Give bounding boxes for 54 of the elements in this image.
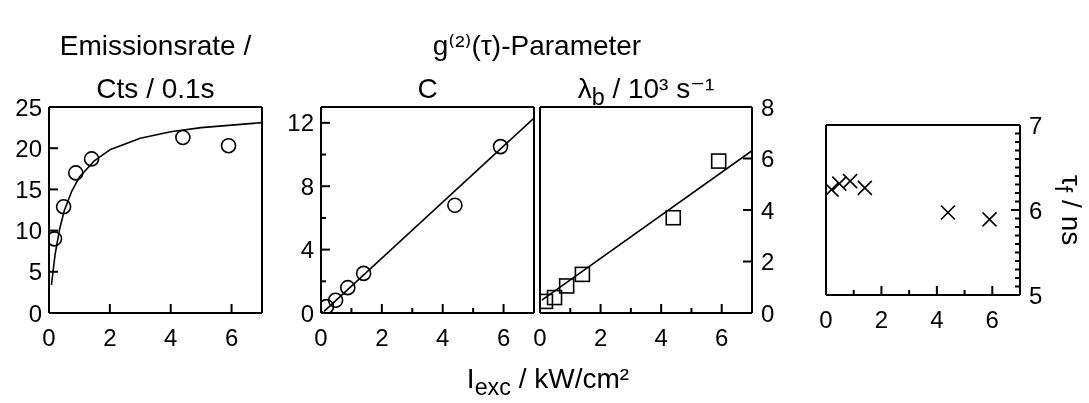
x-tick-label: 2 (375, 323, 389, 351)
point (857, 180, 873, 196)
y2-tick-label: 6 (1029, 196, 1043, 224)
y-tick-label: 15 (15, 175, 42, 203)
point (710, 153, 727, 169)
chart-title: Emissionsrate / Cts / 0.1s (59, 30, 252, 104)
point (546, 289, 563, 306)
point (831, 175, 848, 192)
x-tick-label: 0 (819, 305, 833, 333)
y2-tick-label: 8 (761, 93, 775, 121)
x-tick-label: 6 (496, 323, 511, 351)
x-tick-label: 6 (224, 323, 239, 351)
point (55, 198, 72, 215)
y-tick-label: 5 (28, 258, 42, 286)
y-tick-label: 10 (15, 217, 42, 245)
x-tick-label: 4 (164, 323, 178, 351)
point (574, 266, 591, 283)
point (355, 265, 372, 282)
y-tick-label: 20 (15, 134, 42, 162)
y-tick-label: 8 (300, 172, 314, 200)
x-tick-label: 6 (715, 323, 729, 351)
x-tick-label: 0 (533, 323, 547, 351)
y2-tick-label: 2 (761, 248, 775, 275)
point (327, 292, 344, 309)
x-tick-label: 6 (985, 305, 999, 333)
point (981, 211, 998, 228)
y-tick-label: 12 (287, 109, 314, 137)
point (83, 151, 100, 167)
x-tick-label: 2 (593, 323, 608, 351)
y2-tick-label: 7 (1029, 111, 1043, 139)
x-tick-label: 2 (103, 323, 117, 351)
point (940, 204, 956, 221)
x-tick-label: 4 (654, 323, 668, 351)
y2-tick-label: 4 (761, 196, 775, 224)
point (842, 173, 858, 189)
point (492, 138, 509, 155)
y2-tick-label: 6 (761, 145, 775, 172)
y2-tick-label: 5 (1029, 281, 1043, 309)
x-tick-label: 2 (874, 305, 889, 333)
point (665, 209, 682, 226)
point (175, 129, 191, 146)
chart-subtitle: C (417, 73, 438, 104)
y-tick-label: 4 (300, 236, 314, 264)
chart-title: g⁽²⁾(τ)-Parameter (432, 30, 642, 61)
point (67, 165, 84, 181)
point (339, 279, 356, 296)
x-axis-title: I$_{exc}$ / kW/cm² (466, 363, 630, 400)
point (447, 197, 463, 214)
chart-title: λ$_{b}$ / 10³ s⁻¹ (577, 73, 715, 110)
point (220, 137, 237, 154)
point (558, 278, 575, 294)
y-tick-label: 25 (15, 93, 42, 121)
x-tick-label: 4 (436, 323, 450, 351)
x-tick-label: 4 (930, 305, 944, 333)
